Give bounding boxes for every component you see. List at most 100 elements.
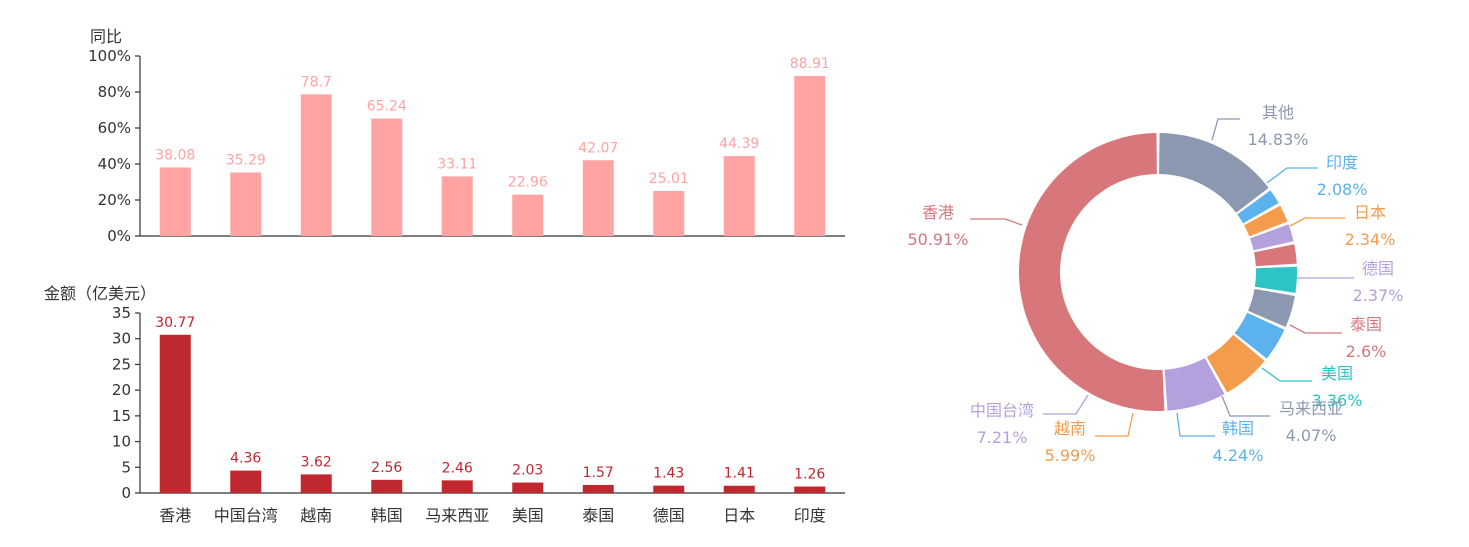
pie-slice-percent: 7.21% bbox=[977, 428, 1028, 447]
pie-slice-name: 越南 bbox=[1054, 419, 1086, 438]
pie-slice bbox=[1254, 244, 1297, 267]
yoy-bar-chart: 同比 0% 20% 40% 60% 80% 100% 38.08 35.29 78.7 65.24 3… bbox=[88, 27, 845, 245]
amount-y-tick-label: 30 bbox=[112, 330, 131, 348]
amount-data-label: 1.57 bbox=[583, 465, 614, 481]
pie-slice bbox=[1250, 224, 1294, 251]
pie-slice bbox=[1159, 133, 1269, 213]
pie-leader-line bbox=[1266, 167, 1318, 184]
yoy-bar bbox=[300, 94, 332, 236]
yoy-y-tick-label: 80% bbox=[98, 83, 131, 101]
pie-slice-percent: 4.24% bbox=[1213, 446, 1264, 465]
amount-x-tick-label: 德国 bbox=[653, 506, 685, 525]
pie-slice bbox=[1234, 312, 1285, 359]
pie-leader-line bbox=[1261, 367, 1312, 382]
pie-slice-name: 美国 bbox=[1321, 364, 1353, 383]
pie-slice-percent: 2.34% bbox=[1345, 230, 1396, 249]
amount-y-tick-label: 0 bbox=[121, 484, 131, 502]
amount-data-label: 2.46 bbox=[442, 460, 473, 476]
yoy-data-label: 78.7 bbox=[301, 74, 332, 90]
yoy-bar bbox=[723, 156, 755, 236]
yoy-bar bbox=[371, 118, 403, 236]
amount-y-tick-label: 35 bbox=[112, 304, 131, 322]
pie-slice bbox=[1248, 288, 1295, 328]
amount-bar bbox=[441, 480, 473, 493]
yoy-data-label: 25.01 bbox=[649, 171, 689, 187]
pie-slice bbox=[1018, 133, 1165, 412]
pie-leader-line bbox=[1289, 324, 1342, 334]
yoy-bar bbox=[794, 75, 826, 236]
amount-x-tick-label: 香港 bbox=[159, 506, 191, 525]
share-donut-chart: 其他 14.83% 印度 2.08% 日本 2.34% 德国 2.37% 泰国 2.6% 美国 3.3… bbox=[907, 103, 1403, 465]
amount-bar bbox=[582, 484, 614, 493]
pie-leader-line bbox=[970, 218, 1023, 226]
pie-slice-percent: 2.37% bbox=[1353, 286, 1404, 305]
pie-slice-name: 泰国 bbox=[1350, 315, 1382, 334]
amount-y-tick-label: 15 bbox=[112, 407, 131, 425]
pie-leader-line bbox=[1043, 394, 1089, 415]
pie-slice-name: 中国台湾 bbox=[970, 401, 1034, 420]
pie-slice-percent: 2.08% bbox=[1317, 180, 1368, 199]
amount-data-label: 1.26 bbox=[794, 467, 825, 483]
pie-slice-percent: 4.07% bbox=[1286, 426, 1337, 445]
yoy-data-label: 42.07 bbox=[578, 140, 618, 156]
pie-leader-line bbox=[1221, 395, 1270, 417]
yoy-y-tick-label: 0% bbox=[107, 227, 131, 245]
yoy-bar bbox=[441, 176, 473, 236]
pie-slice-name: 香港 bbox=[922, 203, 954, 222]
yoy-y-tick-label: 60% bbox=[98, 119, 131, 137]
amount-y-tick-label: 10 bbox=[112, 433, 131, 451]
pie-slice-name: 印度 bbox=[1326, 153, 1358, 172]
yoy-bar bbox=[230, 172, 262, 236]
amount-y-tick-label: 5 bbox=[121, 458, 131, 476]
yoy-data-label: 22.96 bbox=[508, 175, 548, 191]
pie-slice bbox=[1206, 334, 1265, 393]
pie-slice bbox=[1237, 190, 1279, 224]
yoy-data-label: 65.24 bbox=[367, 99, 407, 115]
pie-slice-percent: 5.99% bbox=[1045, 446, 1096, 465]
amount-x-tick-label: 泰国 bbox=[582, 506, 614, 525]
yoy-data-label: 35.29 bbox=[226, 152, 266, 168]
pie-slice bbox=[1164, 358, 1225, 411]
amount-bar bbox=[512, 482, 544, 493]
amount-bar bbox=[230, 470, 262, 493]
pie-slice-name: 韩国 bbox=[1222, 419, 1254, 438]
pie-leader-line bbox=[1289, 217, 1345, 227]
yoy-axis-title: 同比 bbox=[90, 27, 122, 46]
yoy-y-tick-label: 20% bbox=[98, 191, 131, 209]
amount-x-tick-label: 美国 bbox=[512, 506, 544, 525]
pie-slice-percent: 50.91% bbox=[907, 230, 968, 249]
yoy-y-tick-label: 100% bbox=[88, 47, 131, 65]
yoy-bar bbox=[582, 160, 614, 236]
amount-data-label: 1.43 bbox=[653, 466, 684, 482]
amount-bar bbox=[371, 479, 403, 493]
amount-data-label: 2.56 bbox=[371, 460, 402, 476]
amount-x-tick-label: 日本 bbox=[723, 506, 755, 525]
pie-slice-percent: 14.83% bbox=[1247, 130, 1308, 149]
pie-slice-name: 其他 bbox=[1262, 103, 1294, 122]
yoy-bar bbox=[512, 194, 544, 236]
pie-slice bbox=[1244, 205, 1288, 237]
amount-bar bbox=[300, 474, 332, 493]
pie-slice-name: 德国 bbox=[1362, 259, 1394, 278]
amount-bar bbox=[794, 486, 826, 493]
yoy-data-label: 33.11 bbox=[437, 156, 477, 172]
amount-x-tick-label: 越南 bbox=[300, 506, 332, 525]
amount-axis-title: 金额（亿美元） bbox=[44, 284, 156, 303]
yoy-data-label: 44.39 bbox=[719, 136, 759, 152]
yoy-bar bbox=[159, 167, 191, 236]
amount-data-label: 4.36 bbox=[230, 451, 261, 467]
amount-x-tick-label: 马来西亚 bbox=[425, 506, 489, 525]
amount-x-tick-label: 韩国 bbox=[371, 506, 403, 525]
amount-y-tick-label: 25 bbox=[112, 355, 131, 373]
pie-slice bbox=[1254, 266, 1298, 293]
amount-y-tick-label: 20 bbox=[112, 381, 131, 399]
amount-bar bbox=[723, 485, 755, 493]
yoy-data-label: 38.08 bbox=[155, 147, 195, 163]
yoy-data-label: 88.91 bbox=[790, 56, 830, 72]
amount-data-label: 2.03 bbox=[512, 463, 543, 479]
amount-bar-chart: 金额（亿美元） 0 5 10 15 20 25 30 35 30.77 香港 4.36 中国台湾 3.62… bbox=[44, 284, 845, 525]
amount-data-label: 3.62 bbox=[301, 454, 332, 470]
amount-data-label: 30.77 bbox=[155, 315, 195, 331]
amount-x-tick-label: 中国台湾 bbox=[214, 506, 278, 525]
